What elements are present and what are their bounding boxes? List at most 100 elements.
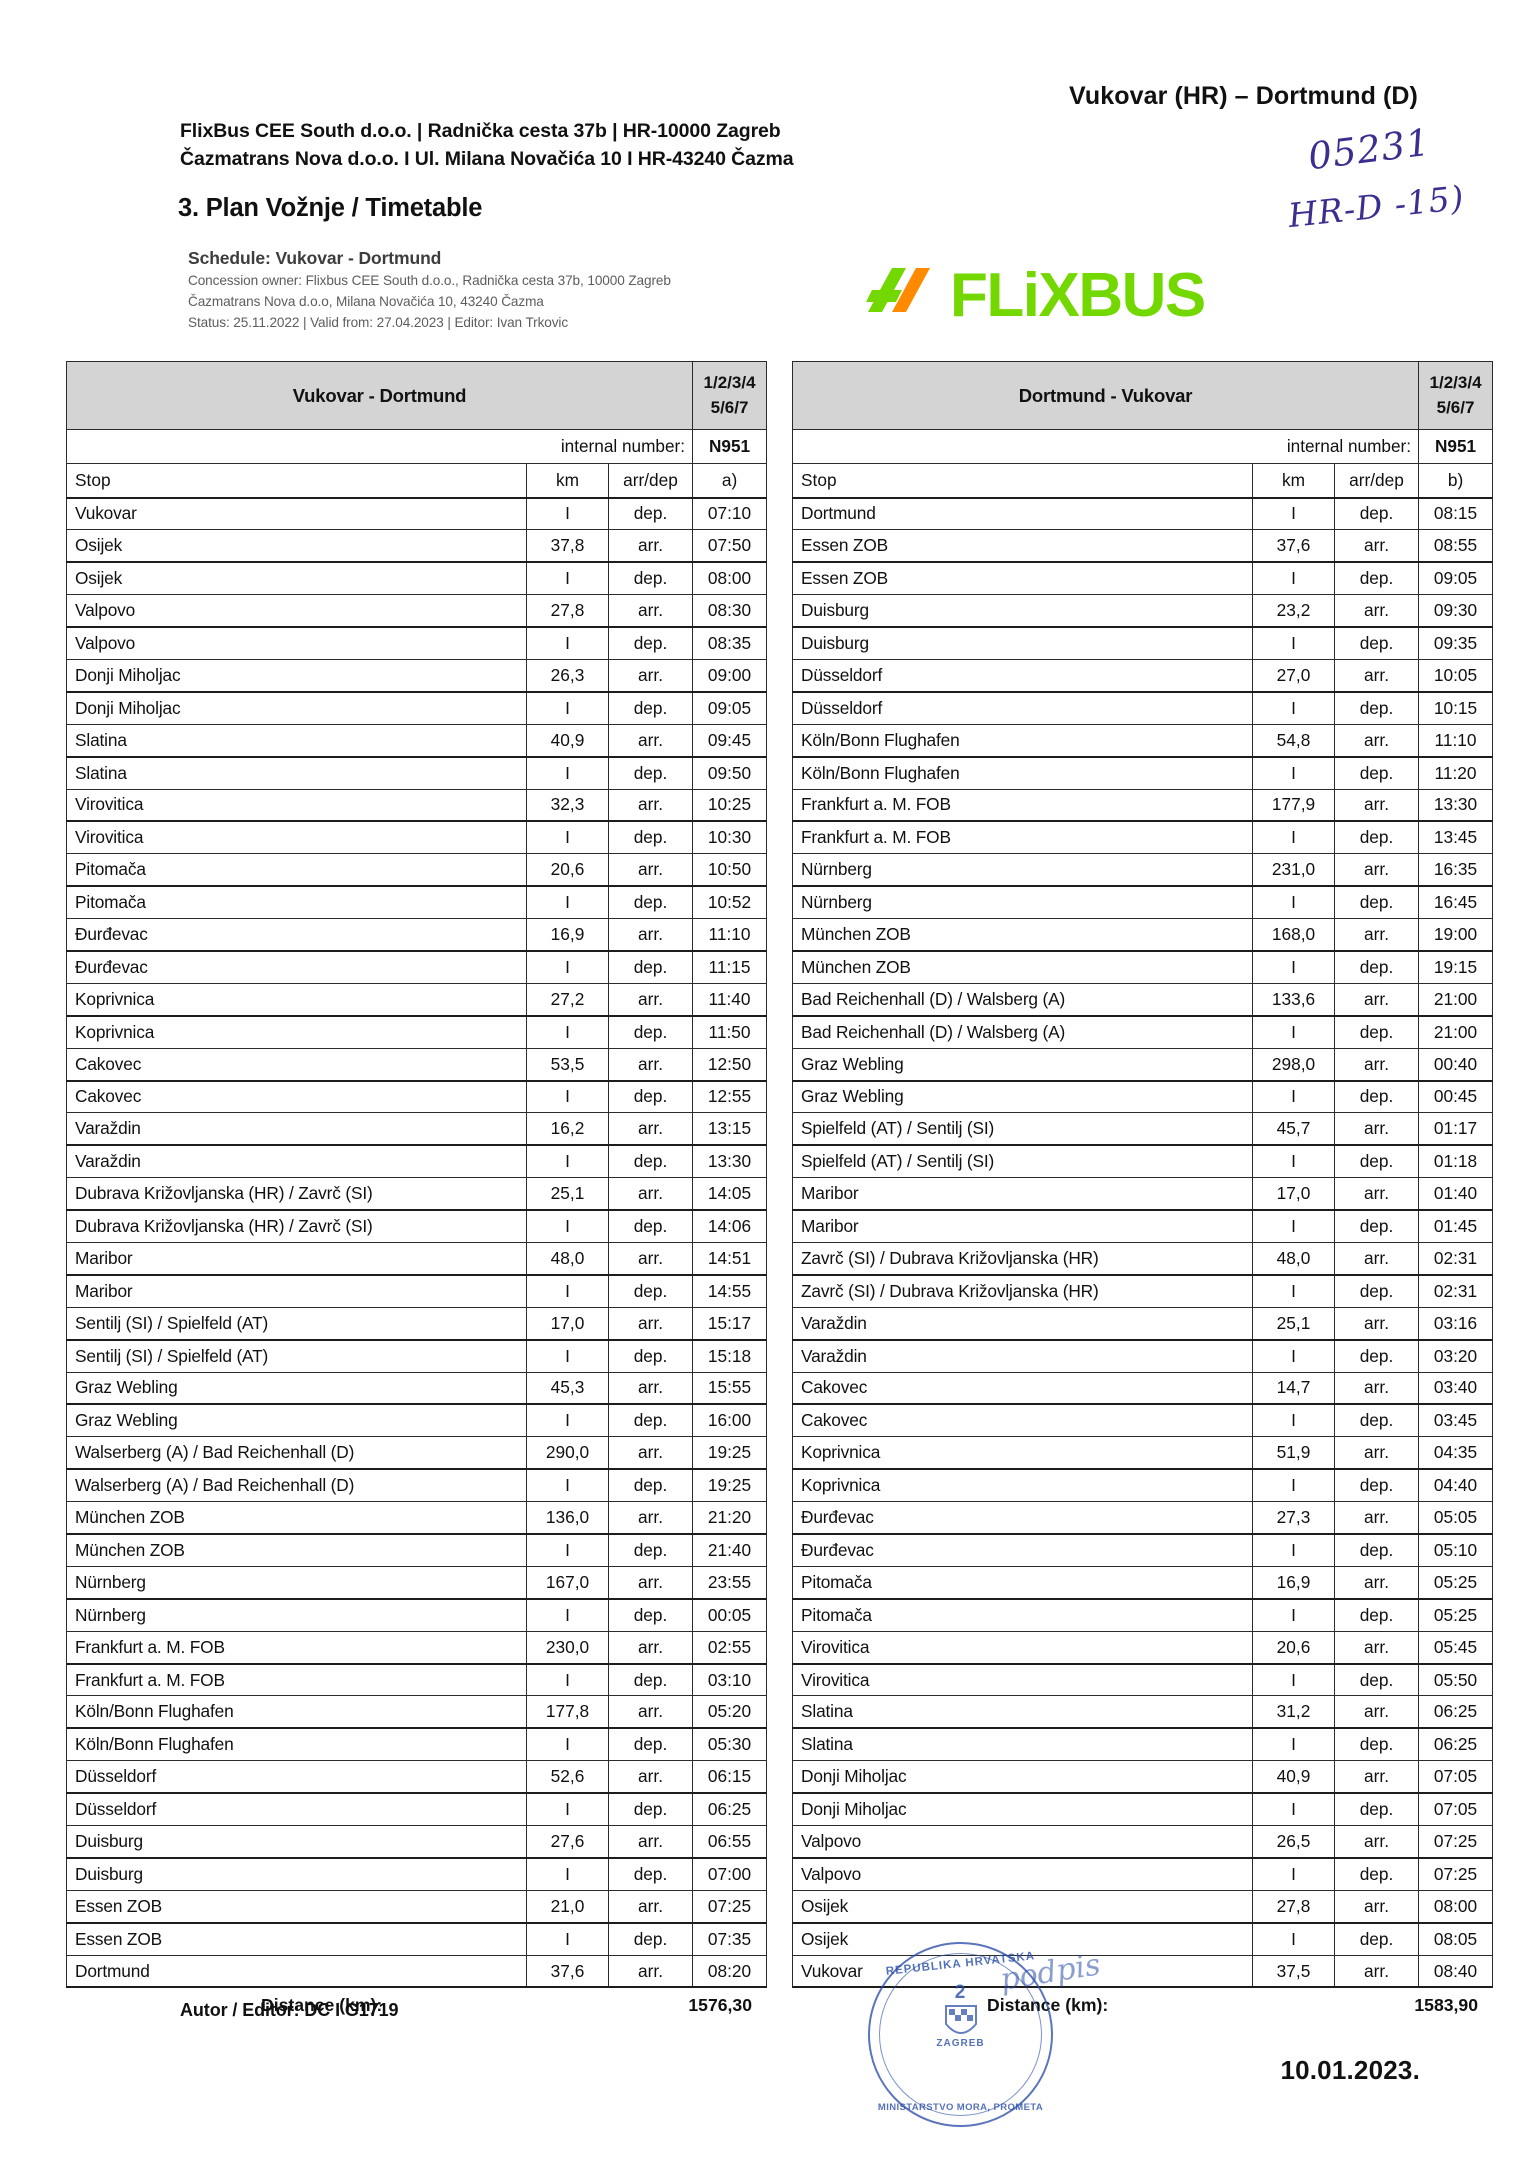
stop-time: 02:31 [1418, 1241, 1494, 1276]
stop-km: I [1252, 1468, 1335, 1503]
stop-time: 21:00 [1418, 1015, 1494, 1049]
stop-km: 17,0 [1252, 1177, 1335, 1212]
company-line-1: FlixBus CEE South d.o.o. | Radnička cest… [180, 120, 781, 142]
stop-km: I [1252, 1015, 1335, 1049]
stop-name: Spielfeld (AT) / Sentilj (SI) [792, 1144, 1253, 1179]
internal-number-label: internal number: [65, 429, 694, 464]
stop-name: Donji Miholjac [66, 691, 527, 725]
stop-name: Dortmund [66, 1954, 527, 1989]
table-row: Virovitica 32,3 arr. 10:25 [66, 788, 768, 823]
stop-arrdep: arr. [607, 594, 694, 629]
stop-time: 21:20 [692, 1501, 768, 1536]
stop-name: Duisburg [66, 1857, 527, 1891]
table-row: Slatina 31,2 arr. 06:25 [792, 1695, 1494, 1730]
stop-time: 11:20 [1418, 756, 1494, 790]
stop-time: 10:05 [1418, 658, 1494, 693]
stop-time: 02:31 [1418, 1274, 1494, 1308]
table-row: Zavrč (SI) / Dubrava Križovljanska (HR) 4… [792, 1241, 1494, 1276]
service-days-line-1: 1/2/3/4 [703, 372, 756, 392]
stop-name: Düsseldorf [66, 1792, 527, 1827]
column-header-km: km [1252, 463, 1335, 498]
stop-name: Düsseldorf [792, 658, 1253, 693]
stop-km: 168,0 [1252, 918, 1335, 952]
stop-name: Maribor [66, 1274, 527, 1308]
stop-km: I [1252, 1663, 1335, 1697]
stop-km: 37,5 [1252, 1954, 1335, 1989]
stop-arrdep: dep. [607, 1144, 694, 1179]
stop-km: I [1252, 1274, 1335, 1308]
stop-time: 15:17 [692, 1306, 768, 1341]
table-row: Düsseldorf 27,0 arr. 10:05 [792, 658, 1494, 693]
stop-name: Osijek [66, 561, 527, 596]
table-row: Koprivnica 51,9 arr. 04:35 [792, 1436, 1494, 1471]
stop-name: Bad Reichenhall (D) / Walsberg (A) [792, 982, 1253, 1017]
stop-arrdep: arr. [1333, 1954, 1420, 1989]
table-row: Duisburg 27,6 arr. 06:55 [66, 1825, 768, 1859]
stop-arrdep: dep. [607, 1274, 694, 1308]
table-row: Đurđevac 16,9 arr. 11:10 [66, 918, 768, 952]
stop-time: 15:55 [692, 1371, 768, 1406]
stop-arrdep: arr. [607, 1112, 694, 1147]
stop-km: I [526, 561, 609, 596]
stop-km: I [1252, 1792, 1335, 1827]
table-row: Essen ZOB 37,6 arr. 08:55 [792, 529, 1494, 564]
stop-arrdep: arr. [607, 788, 694, 823]
table-body-1: Dortmund - Vukovar 1/2/3/4 5/6/7 internal n… [791, 361, 1494, 1989]
stop-name: Essen ZOB [792, 561, 1253, 596]
stop-name: Maribor [792, 1209, 1253, 1243]
stop-name: Spielfeld (AT) / Sentilj (SI) [792, 1112, 1253, 1147]
stop-name: Osijek [66, 529, 527, 564]
service-days-line-2: 5/6/7 [1436, 397, 1475, 417]
stop-time: 10:15 [1418, 691, 1494, 725]
stop-arrdep: arr. [607, 1436, 694, 1471]
stop-name: Valpovo [792, 1857, 1253, 1891]
table-row: Valpovo 26,5 arr. 07:25 [792, 1825, 1494, 1859]
stop-time: 10:30 [692, 820, 768, 855]
stop-km: 54,8 [1252, 723, 1335, 758]
stop-arrdep: arr. [607, 1047, 694, 1082]
stop-arrdep: arr. [607, 1241, 694, 1276]
stop-time: 04:40 [1418, 1468, 1494, 1503]
stop-time: 10:25 [692, 788, 768, 823]
stop-time: 11:40 [692, 982, 768, 1017]
stop-arrdep: dep. [1333, 1209, 1420, 1243]
stop-name: Vukovar [66, 496, 527, 531]
stop-arrdep: dep. [607, 496, 694, 531]
stop-time: 08:15 [1418, 496, 1494, 531]
stop-name: Nürnberg [66, 1565, 527, 1600]
stop-name: Cakovec [792, 1403, 1253, 1438]
stop-km: 17,0 [526, 1306, 609, 1341]
service-days: 1/2/3/4 5/6/7 [692, 361, 768, 430]
stop-km: 133,6 [1252, 982, 1335, 1017]
stop-arrdep: dep. [607, 1015, 694, 1049]
stop-name: Virovitica [66, 820, 527, 855]
stop-name: Koprivnica [792, 1468, 1253, 1503]
stop-time: 08:00 [692, 561, 768, 596]
stop-arrdep: dep. [1333, 756, 1420, 790]
stop-km: 231,0 [1252, 853, 1335, 888]
stop-arrdep: arr. [1333, 1047, 1420, 1082]
stop-time: 07:25 [1418, 1825, 1494, 1859]
table-row: Zavrč (SI) / Dubrava Križovljanska (HR) I… [792, 1274, 1494, 1308]
stop-km: 27,8 [1252, 1889, 1335, 1924]
stop-km: 27,8 [526, 594, 609, 629]
column-header-arrdep: arr/dep [1333, 463, 1420, 498]
stop-arrdep: arr. [607, 1177, 694, 1212]
table-row: Dubrava Križovljanska (HR) / Zavrč (SI) 2… [66, 1177, 768, 1212]
stop-name: Đurđevac [792, 1501, 1253, 1536]
table-row: Đurđevac 27,3 arr. 05:05 [792, 1501, 1494, 1536]
stop-time: 05:05 [1418, 1501, 1494, 1536]
stop-km: I [526, 1015, 609, 1049]
stop-km: I [1252, 561, 1335, 596]
stop-name: Valpovo [66, 626, 527, 660]
stop-time: 08:20 [692, 1954, 768, 1989]
stop-time: 05:45 [1418, 1630, 1494, 1665]
